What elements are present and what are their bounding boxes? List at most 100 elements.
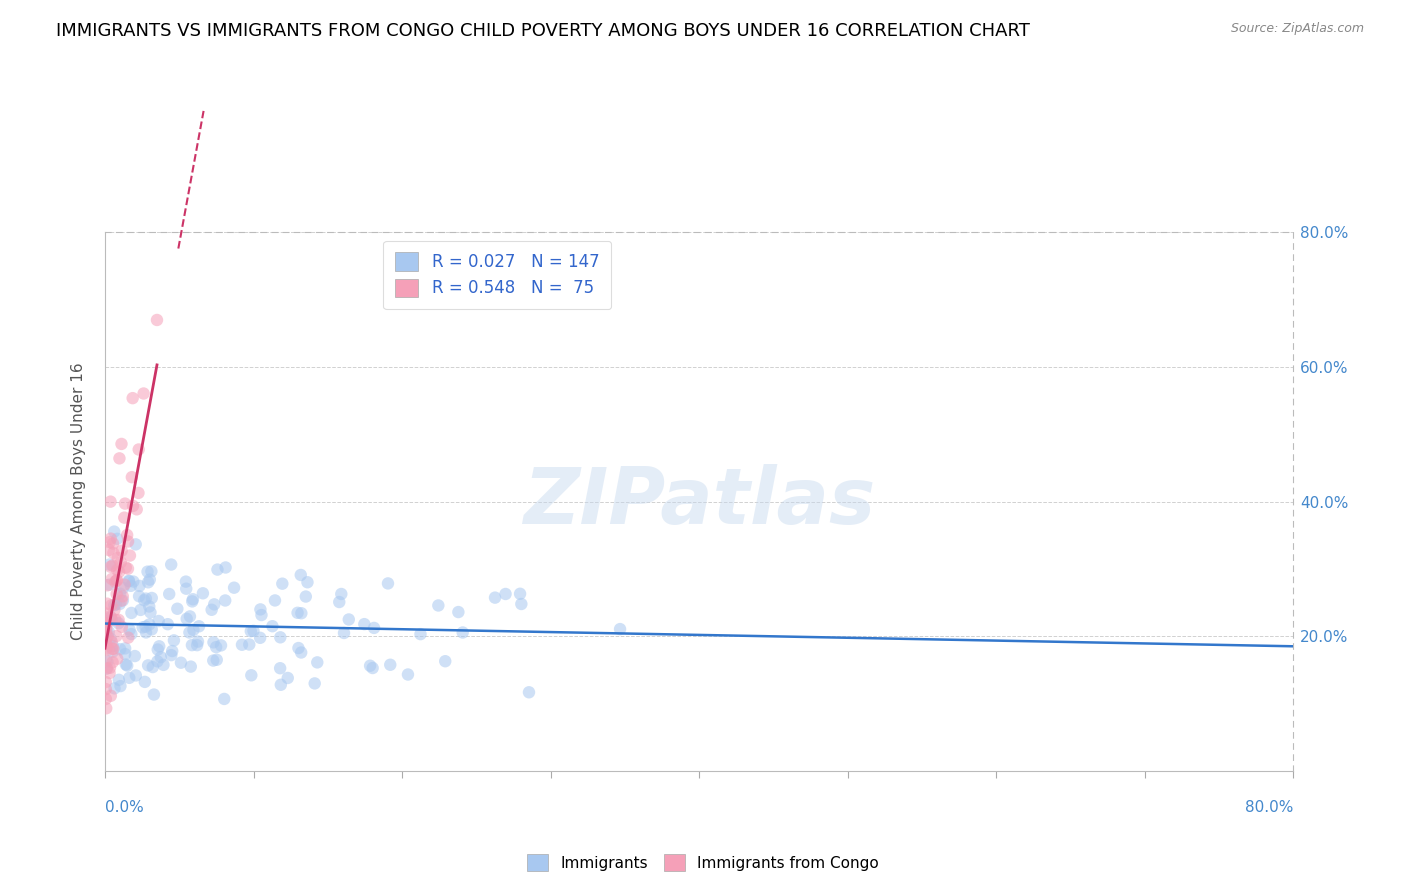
Point [115,657,138,672]
Point [249,631,271,645]
Point [100,610,122,624]
Point [105,629,128,643]
Point [94,621,117,635]
Point [209,639,232,653]
Point [134,593,156,607]
Point [148,614,170,628]
Point [202,654,225,668]
Point [337,612,360,626]
Point [495,587,517,601]
Point [179,625,201,640]
Point [111,590,134,604]
Point [160,558,183,572]
Point [138,617,160,632]
Point [103,603,125,617]
Point [129,603,152,617]
Point [250,608,273,623]
Legend: R = 0.027   N = 147, R = 0.548   N =  75: R = 0.027 N = 147, R = 0.548 N = 75 [384,241,612,309]
Point [202,598,225,612]
Point [141,564,163,578]
Point [188,619,211,633]
Point [377,576,399,591]
Point [110,679,132,693]
Point [202,635,225,649]
Point [125,502,148,516]
Point [94,610,117,624]
Point [117,534,139,549]
Point [96,617,118,632]
Point [115,658,138,673]
Point [110,437,132,451]
Point [100,494,122,508]
Point [96,578,118,592]
Point [100,559,122,574]
Point [157,587,180,601]
Point [98,535,121,549]
Point [108,451,131,466]
Point [104,613,127,627]
Point [181,594,204,608]
Point [262,619,284,633]
Point [111,620,134,634]
Point [609,622,631,636]
Point [269,661,291,675]
Point [101,641,124,656]
Point [509,587,531,601]
Point [125,537,148,551]
Point [409,627,432,641]
Point [117,562,139,576]
Point [239,624,262,639]
Point [277,671,299,685]
Point [187,634,209,648]
Point [139,606,162,620]
Point [205,653,228,667]
Point [174,582,197,596]
Point [142,660,165,674]
Point [451,625,474,640]
Point [108,597,131,611]
Point [207,563,229,577]
Point [101,536,124,550]
Point [136,575,159,590]
Point [96,597,118,611]
Point [249,602,271,616]
Point [149,650,172,665]
Text: 0.0%: 0.0% [105,800,143,815]
Point [110,556,132,570]
Point [290,568,312,582]
Point [107,616,129,631]
Point [427,599,450,613]
Point [125,668,148,682]
Point [118,671,141,685]
Point [101,645,124,659]
Point [135,625,157,640]
Point [240,668,263,682]
Point [98,558,121,572]
Point [231,638,253,652]
Point [160,648,183,662]
Point [96,655,118,669]
Point [186,638,208,652]
Point [98,661,121,675]
Point [179,609,201,624]
Point [270,678,292,692]
Point [134,674,156,689]
Point [105,574,128,588]
Point [131,620,153,634]
Point [107,550,129,565]
Point [136,565,159,579]
Point [264,593,287,607]
Point [100,572,122,586]
Point [94,675,117,690]
Point [212,692,235,706]
Text: IMMIGRANTS VS IMMIGRANTS FROM CONGO CHILD POVERTY AMONG BOYS UNDER 16 CORRELATIO: IMMIGRANTS VS IMMIGRANTS FROM CONGO CHIL… [56,22,1031,40]
Point [141,591,163,605]
Point [396,667,419,681]
Point [191,586,214,600]
Point [111,593,134,607]
Point [141,623,163,637]
Point [222,581,245,595]
Legend: Immigrants, Immigrants from Congo: Immigrants, Immigrants from Congo [517,845,889,880]
Point [269,630,291,644]
Point [146,654,169,668]
